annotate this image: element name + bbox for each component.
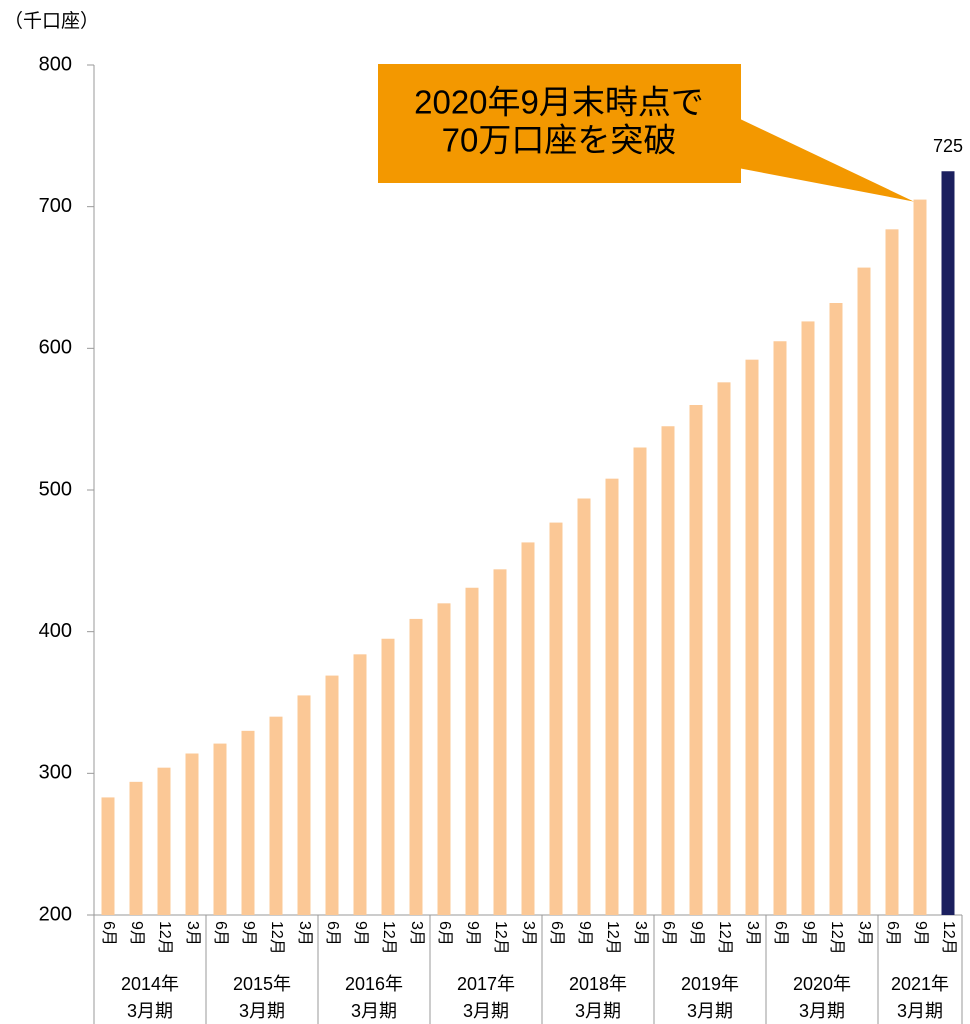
bar [241, 730, 255, 915]
group-label: 2019年 [681, 974, 739, 994]
y-tick-label: 300 [39, 762, 72, 784]
x-tick-label: 3月 [856, 921, 873, 946]
x-tick-label: 3月 [744, 921, 761, 946]
group-label: 2018年 [569, 974, 627, 994]
x-tick-label: 9月 [352, 921, 369, 946]
x-tick-label: 6月 [884, 921, 901, 946]
group-label: 3月期 [239, 1001, 285, 1021]
bar [437, 603, 451, 915]
bar [409, 618, 423, 915]
x-tick-label: 9月 [128, 921, 145, 946]
bar [465, 587, 479, 915]
bar [941, 171, 955, 915]
group-label: 3月期 [127, 1001, 173, 1021]
y-tick-label: 500 [39, 478, 72, 500]
x-tick-label: 12月 [268, 921, 285, 955]
group-label: 2016年 [345, 974, 403, 994]
bar [353, 654, 367, 915]
x-tick-label: 3月 [408, 921, 425, 946]
group-label: 3月期 [351, 1001, 397, 1021]
x-tick-label: 3月 [632, 921, 649, 946]
unit-label: （千口座） [4, 10, 99, 32]
y-tick-label: 800 [39, 53, 72, 75]
x-tick-label: 3月 [184, 921, 201, 946]
group-label: 2014年 [121, 974, 179, 994]
x-tick-label: 6月 [324, 921, 341, 946]
x-tick-label: 12月 [380, 921, 397, 955]
bar [857, 267, 871, 915]
x-tick-label: 9月 [800, 921, 817, 946]
x-tick-label: 12月 [492, 921, 509, 955]
x-tick-label: 12月 [156, 921, 173, 955]
bar [885, 229, 899, 916]
x-tick-label: 6月 [100, 921, 117, 946]
x-tick-label: 6月 [212, 921, 229, 946]
y-tick-label: 600 [39, 337, 72, 359]
group-label: 2015年 [233, 974, 291, 994]
x-tick-label: 6月 [772, 921, 789, 946]
bar [381, 638, 395, 915]
callout-box [378, 64, 741, 183]
group-label: 2021年 [891, 974, 949, 994]
group-label: 3月期 [799, 1001, 845, 1021]
bar [661, 426, 675, 915]
bar [521, 542, 535, 915]
bar [605, 478, 619, 915]
x-tick-label: 3月 [296, 921, 313, 946]
x-tick-label: 3月 [520, 921, 537, 946]
y-tick-label: 700 [39, 195, 72, 217]
y-tick-label: 200 [39, 903, 72, 925]
bar [129, 781, 143, 915]
bar [101, 797, 115, 915]
bar [577, 498, 591, 915]
group-label: 3月期 [463, 1001, 509, 1021]
bar [633, 447, 647, 915]
bar [773, 341, 787, 915]
x-tick-label: 9月 [688, 921, 705, 946]
callout-text: 2020年9月末時点で [414, 84, 704, 121]
x-tick-label: 12月 [828, 921, 845, 955]
x-tick-label: 9月 [912, 921, 929, 946]
x-tick-label: 12月 [940, 921, 957, 955]
bar [689, 405, 703, 915]
bar [269, 716, 283, 915]
bar [185, 753, 199, 915]
bar [913, 199, 927, 916]
bar [717, 382, 731, 915]
y-tick-label: 400 [39, 620, 72, 642]
bar [325, 675, 339, 915]
bar [801, 321, 815, 916]
group-label: 3月期 [897, 1001, 943, 1021]
group-label: 3月期 [575, 1001, 621, 1021]
x-tick-label: 6月 [660, 921, 677, 946]
bar [549, 522, 563, 915]
bar [297, 695, 311, 915]
x-tick-label: 9月 [240, 921, 257, 946]
group-label: 2017年 [457, 974, 515, 994]
bar [745, 359, 759, 916]
callout-pointer [738, 118, 914, 202]
x-tick-label: 6月 [436, 921, 453, 946]
bar [829, 303, 843, 915]
x-tick-label: 12月 [604, 921, 621, 955]
callout-text: 70万口座を突破 [442, 122, 677, 159]
bar [493, 569, 507, 915]
group-label: 2020年 [793, 974, 851, 994]
x-tick-label: 9月 [576, 921, 593, 946]
bar [157, 767, 171, 915]
x-tick-label: 9月 [464, 921, 481, 946]
value-label: 725 [933, 136, 963, 156]
x-tick-label: 6月 [548, 921, 565, 946]
bar [213, 743, 227, 915]
x-tick-label: 12月 [716, 921, 733, 955]
group-label: 3月期 [687, 1001, 733, 1021]
